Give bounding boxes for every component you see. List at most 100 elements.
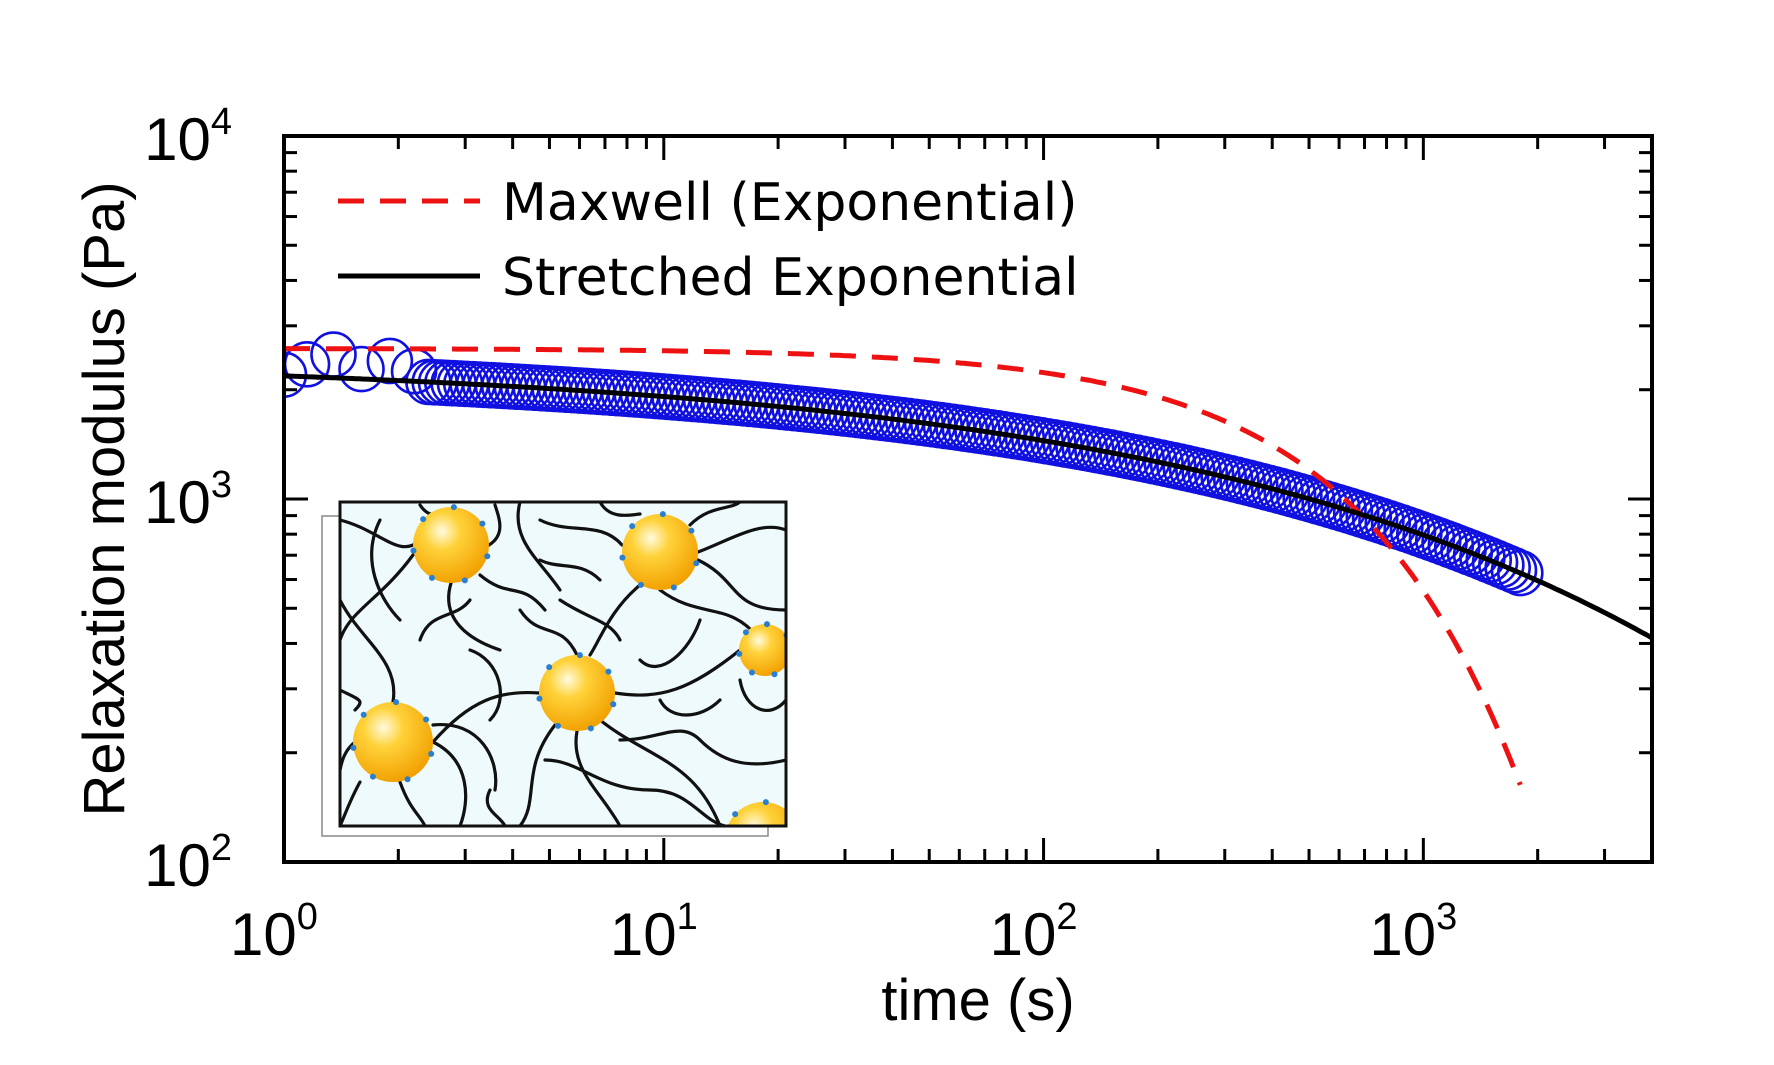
binding-site	[796, 848, 802, 854]
y-tick-label: 102	[144, 827, 232, 899]
data-point	[1490, 547, 1538, 594]
binding-site	[736, 650, 743, 657]
y-axis-title: Relaxation modulus (Pa)	[72, 181, 137, 816]
x-tick-label: 102	[990, 896, 1078, 968]
binding-site	[629, 523, 636, 530]
binding-site	[748, 669, 755, 676]
binding-site	[610, 701, 617, 708]
binding-site	[762, 799, 769, 806]
binding-site	[763, 621, 770, 628]
binding-site	[693, 560, 700, 567]
polymer-chain	[431, 723, 498, 792]
y-tick-label: 104	[144, 101, 232, 173]
x-tick-label: 103	[1369, 896, 1457, 968]
axis-labels: 100 101 102 103 102 103 104	[144, 101, 1457, 968]
polymer-chain	[598, 502, 642, 517]
nanoparticle	[413, 507, 489, 583]
polymer-chain	[468, 648, 502, 722]
binding-site	[732, 811, 739, 818]
polymer-chain	[370, 518, 402, 622]
binding-site	[659, 511, 666, 518]
legend-label-maxwell: Maxwell (Exponential)	[502, 173, 1078, 233]
polymer-chain	[638, 618, 702, 668]
binding-site	[587, 725, 594, 732]
binding-site	[423, 716, 430, 723]
polymer-chain	[543, 758, 652, 792]
polymer-chain	[478, 573, 547, 612]
polymer-chain	[485, 788, 507, 826]
polymer-chain	[696, 525, 786, 554]
axis-ticks	[282, 134, 1654, 864]
x-tick-label: 100	[230, 896, 318, 968]
polymer-chain	[487, 503, 502, 547]
polymer-chain	[340, 688, 362, 712]
data-point	[310, 331, 357, 378]
binding-site	[484, 553, 491, 560]
polymer-chain	[398, 780, 427, 826]
y-tick-label: 103	[144, 464, 232, 536]
nanoparticle	[727, 802, 786, 826]
binding-site	[619, 554, 626, 561]
polymer-chain	[618, 729, 702, 742]
polymer-chain	[738, 678, 786, 712]
binding-site	[554, 722, 561, 729]
plot-area	[284, 331, 1652, 786]
binding-site	[605, 668, 612, 675]
binding-site	[771, 671, 778, 678]
polymer-chain	[431, 690, 541, 744]
binding-site	[410, 547, 417, 554]
binding-site	[404, 776, 411, 783]
nanoparticle	[739, 624, 786, 676]
binding-site	[479, 520, 486, 527]
data-point	[366, 337, 414, 385]
polymer-chain	[431, 740, 468, 826]
binding-site	[670, 584, 677, 591]
polymer-chain	[558, 598, 622, 642]
binding-site	[536, 695, 543, 702]
binding-site	[461, 577, 468, 584]
legend: Maxwell (Exponential) Stretched Exponent…	[338, 173, 1079, 308]
binding-site	[420, 516, 427, 523]
binding-site	[741, 870, 747, 876]
polymer-chain	[688, 502, 742, 527]
x-axis-title: time (s)	[881, 968, 1074, 1033]
binding-site	[450, 504, 457, 511]
maxwell-fit-line	[284, 346, 1523, 786]
data-point	[338, 345, 385, 393]
polymer-chain	[516, 502, 562, 592]
binding-site	[787, 655, 793, 661]
polymer-chain	[518, 723, 557, 826]
binding-site	[742, 629, 749, 636]
polymer-chain	[648, 788, 727, 826]
binding-site	[637, 581, 644, 588]
nanoparticle	[539, 655, 615, 731]
inset-network-illustration	[321, 500, 802, 878]
binding-site	[774, 872, 780, 878]
binding-site	[393, 699, 400, 706]
x-tick-label: 101	[610, 896, 698, 968]
polymer-chain	[538, 518, 624, 547]
binding-site	[576, 652, 583, 659]
stretched-exponential-fit-line	[284, 373, 1652, 641]
polymer-chain	[447, 581, 502, 652]
binding-site	[546, 664, 553, 671]
binding-site	[428, 750, 435, 757]
binding-site	[688, 527, 695, 534]
binding-site	[350, 744, 357, 751]
polymer-chain	[518, 608, 579, 657]
polymer-chain	[340, 598, 396, 704]
polymer-chain	[698, 738, 786, 766]
binding-site	[791, 816, 797, 822]
nanoparticle	[353, 702, 433, 782]
polymer-chain	[613, 648, 742, 697]
nanoparticle	[622, 514, 698, 590]
polymer-chain	[696, 558, 786, 612]
polymer-chain	[658, 698, 722, 717]
polymer-chain	[588, 583, 642, 657]
polymer-chain	[574, 729, 622, 826]
polymer-chain	[538, 558, 602, 582]
legend-label-stretched: Stretched Exponential	[502, 248, 1079, 308]
binding-site	[428, 574, 435, 581]
binding-site	[722, 843, 728, 849]
